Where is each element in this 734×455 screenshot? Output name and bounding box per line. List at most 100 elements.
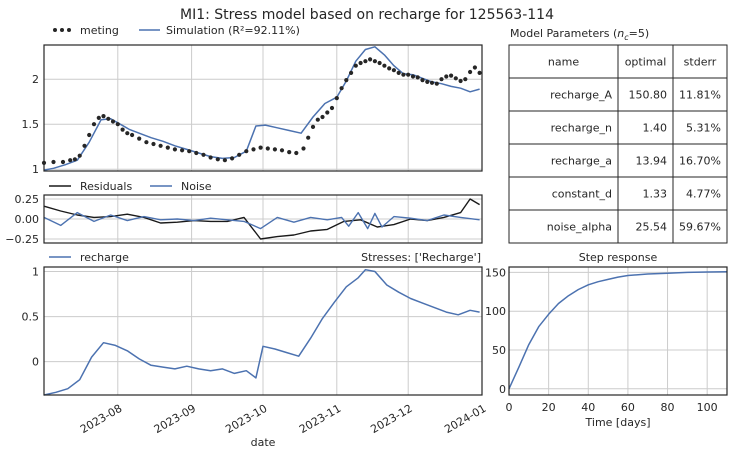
meting-point [315, 117, 320, 122]
stresses-panel: 0 0.5 1 2023-08 2023-09 2023-10 2023-11 2023-1… [22, 266, 489, 437]
y-tick-label: 0 [499, 383, 506, 396]
meting-point [339, 86, 344, 91]
meting-point [258, 145, 263, 150]
x-tick-label: 80 [661, 401, 675, 414]
meting-point [165, 145, 170, 150]
meting-point [287, 150, 292, 155]
table-cell: 13.94 [636, 155, 668, 168]
meting-point [106, 116, 111, 121]
x-tick-label: 2023-09 [152, 402, 198, 436]
y-tick-label: 100 [485, 305, 506, 318]
y-tick-label: 1 [32, 163, 39, 176]
meting-point [137, 136, 142, 141]
meting-point [265, 146, 270, 151]
recharge-line [43, 268, 480, 396]
x-tick-label: 2023-08 [78, 402, 124, 436]
meting-point [96, 115, 101, 120]
y-tick-label: 1 [32, 266, 39, 279]
meting-point [115, 122, 120, 127]
legend-noise-label: Noise [181, 180, 212, 193]
x-tick-label: 2023-11 [297, 402, 343, 436]
x-tick-label: 60 [621, 401, 635, 414]
meting-point [201, 152, 206, 157]
meting-point [320, 114, 325, 120]
meting-point [358, 60, 363, 66]
table-header: name [548, 56, 579, 69]
meting-point [406, 72, 411, 77]
table-cell: 59.67% [679, 221, 721, 234]
residuals-panel-frame [43, 194, 483, 244]
meting-point [325, 110, 330, 115]
meting-point [453, 76, 458, 81]
x-tick-label: 0 [506, 401, 513, 414]
meting-point [382, 63, 387, 68]
table-cell: 4.77% [686, 188, 721, 201]
meting-point [301, 146, 306, 151]
table-cell: 150.80 [629, 89, 668, 102]
model-panel: 11.52 [22, 44, 483, 176]
meting-point [368, 57, 373, 62]
legend-meting-marker [60, 28, 64, 32]
x-tick-label: 2024-01 [442, 402, 488, 436]
meting-point [425, 79, 430, 84]
meting-point [215, 157, 220, 162]
meting-point [144, 140, 149, 145]
stresses-legend: recharge [49, 251, 129, 264]
meting-point [222, 158, 227, 163]
meting-point [477, 70, 482, 75]
meting-point [251, 147, 256, 152]
meting-point [110, 119, 116, 124]
meting-point [279, 148, 285, 153]
meting-point [396, 70, 401, 75]
y-tick-label: −0.25 [5, 233, 39, 246]
meting-point [449, 73, 454, 78]
meting-point [310, 124, 316, 129]
parameters-title: Model Parameters (nc=5) [510, 27, 649, 42]
meting-point [401, 72, 406, 77]
x-tick-label: 100 [697, 401, 718, 414]
meting-point [294, 150, 299, 156]
y-tick-label: 2 [32, 73, 39, 86]
step-response-line [508, 271, 728, 390]
meting-point [463, 77, 468, 82]
meting-point [372, 59, 377, 64]
meting-point [363, 59, 368, 64]
step-panel: 0 50 100 150 0 20 40 60 80 100 [485, 266, 728, 414]
meting-point [120, 127, 125, 132]
model-legend: meting Simulation (R²=92.11%) [53, 24, 300, 37]
x-tick-label: 20 [542, 401, 556, 414]
table-cell: constant_d [552, 188, 612, 201]
meting-point [353, 63, 358, 68]
y-tick-label: 150 [485, 266, 506, 279]
meting-point [349, 70, 354, 75]
meting-point [91, 122, 97, 127]
meting-point [82, 143, 87, 148]
legend-recharge-label: recharge [80, 251, 129, 264]
meting-point [151, 141, 156, 147]
figure-title: MI1: Stress model based on recharge for … [180, 7, 554, 23]
meting-point [439, 77, 444, 82]
meting-point [87, 132, 92, 138]
meting-point [187, 149, 192, 154]
table-cell: 11.81% [679, 89, 721, 102]
x-tick-label: 40 [581, 401, 595, 414]
meting-point [172, 147, 177, 152]
meting-point [158, 143, 163, 148]
table-cell: 25.54 [636, 221, 668, 234]
meting-point [468, 69, 473, 75]
y-tick-label: 1.5 [22, 118, 40, 131]
meting-point [68, 158, 73, 163]
meting-point [344, 78, 349, 83]
stresses-xlabel: date [251, 436, 276, 449]
legend-simulation-label: Simulation (R²=92.11%) [166, 24, 300, 37]
legend-residuals-label: Residuals [80, 180, 132, 193]
meting-point [130, 132, 135, 138]
residuals-panel: −0.25 0.00 0.25 [5, 193, 483, 246]
x-tick-label: 2023-12 [368, 402, 414, 436]
y-tick-label: 50 [492, 344, 506, 357]
y-tick-label: 0.5 [22, 311, 40, 324]
meting-point [306, 135, 311, 140]
meting-point [429, 80, 435, 85]
meting-point [415, 75, 420, 80]
stresses-title: Stresses: ['Recharge'] [361, 251, 481, 264]
